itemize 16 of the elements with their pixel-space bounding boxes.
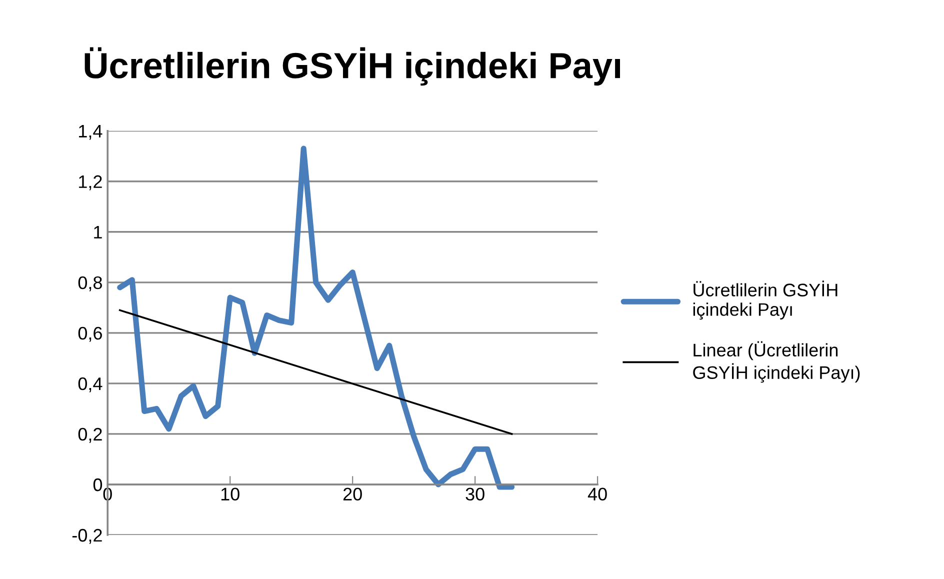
y-tick-label: 0,6: [78, 326, 102, 342]
y-tick-label: -0,2: [72, 528, 102, 544]
x-tick-label: 10: [221, 488, 240, 501]
y-tick-label: 1: [94, 226, 102, 238]
y-tick-label: 1,4: [79, 124, 102, 140]
chart-title: Ücretlilerin GSYİH içindeki Payı: [84, 47, 620, 86]
legend-label: Ücretlilerin GSYİH içindeki Payı: [693, 280, 838, 320]
x-tick-label: 20: [343, 488, 362, 501]
y-tick-label: 0: [93, 478, 102, 492]
y-tick-label: 0,4: [78, 377, 102, 392]
x-tick-label: 40: [588, 488, 607, 501]
y-tick-label: 1,2: [79, 175, 102, 190]
y-tick-label: 0,8: [78, 276, 102, 292]
legend-label: Linear (Ücretlilerin GSYİH içindeki Payı): [693, 341, 860, 383]
x-tick-label: 30: [466, 488, 484, 501]
y-tick-label: 0,2: [78, 428, 102, 443]
